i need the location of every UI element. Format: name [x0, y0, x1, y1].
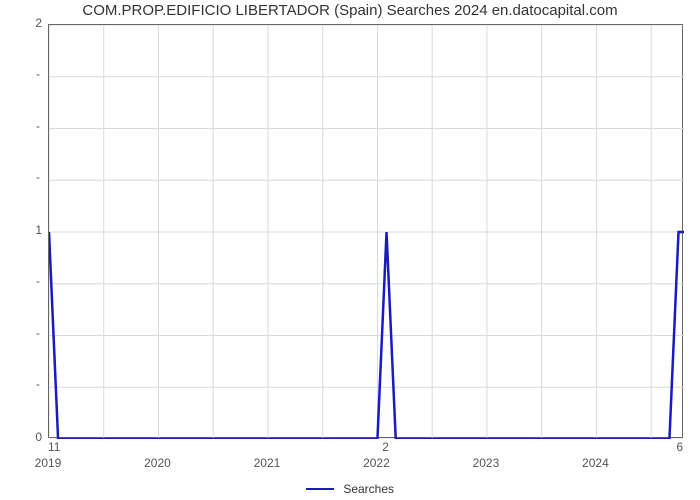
- data-point-label: 6: [663, 440, 683, 454]
- chart-title: COM.PROP.EDIFICIO LIBERTADOR (Spain) Sea…: [0, 2, 700, 19]
- y-tick-label: 0: [12, 430, 42, 444]
- y-tick-label: 1: [12, 223, 42, 237]
- legend-label: Searches: [343, 482, 394, 496]
- y-minor-tick: -: [36, 119, 40, 133]
- legend-swatch: [306, 488, 334, 490]
- plot-svg: [49, 25, 684, 439]
- x-tick-label: 2023: [461, 456, 511, 470]
- x-tick-label: 2022: [351, 456, 401, 470]
- y-minor-tick: -: [36, 326, 40, 340]
- chart-container: COM.PROP.EDIFICIO LIBERTADOR (Spain) Sea…: [0, 0, 700, 500]
- data-point-label: 11: [48, 440, 60, 454]
- x-tick-label: 2021: [242, 456, 292, 470]
- y-minor-tick: -: [36, 67, 40, 81]
- x-tick-label: 2019: [23, 456, 73, 470]
- y-minor-tick: -: [36, 274, 40, 288]
- y-minor-tick: -: [36, 377, 40, 391]
- legend: Searches: [0, 481, 700, 496]
- y-tick-label: 2: [12, 16, 42, 30]
- data-point-label: 2: [376, 440, 396, 454]
- x-tick-label: 2020: [132, 456, 182, 470]
- y-minor-tick: -: [36, 170, 40, 184]
- x-tick-label: 2024: [570, 456, 620, 470]
- plot-area: [48, 24, 683, 438]
